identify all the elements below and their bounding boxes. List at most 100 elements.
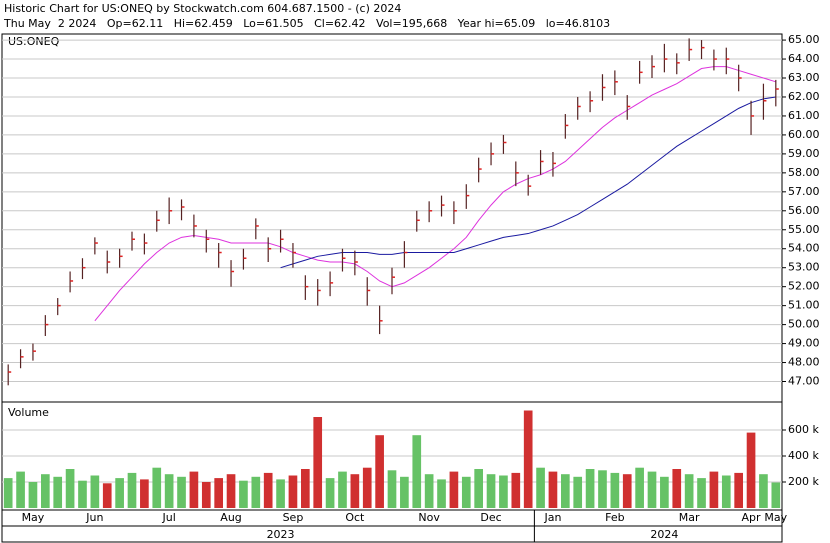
y-tick-label: 60.00 xyxy=(788,128,820,141)
volume-bar xyxy=(41,474,50,508)
volume-bar xyxy=(672,469,682,508)
volume-bar xyxy=(486,474,496,508)
y-tick-label: 58.00 xyxy=(788,166,820,179)
volume-bar xyxy=(610,472,620,508)
volume-bar xyxy=(301,469,310,508)
volume-bar xyxy=(16,471,25,508)
volume-bar xyxy=(288,475,298,508)
header-line: Thu May 2 2024 Op=62.11 Hi=62.459 Lo=61.… xyxy=(3,17,610,30)
volume-bar xyxy=(647,471,657,508)
x-tick-label: Jan xyxy=(543,511,561,524)
volume-bar xyxy=(573,476,583,508)
volume-bar xyxy=(585,469,595,508)
volume-bar xyxy=(375,435,384,508)
volume-bar xyxy=(412,435,422,508)
volume-bar xyxy=(474,469,483,508)
volume-bar xyxy=(635,467,644,508)
volume-bar xyxy=(771,482,781,508)
volume-bar xyxy=(189,471,199,508)
volume-bar xyxy=(461,476,471,508)
volume-label: Volume xyxy=(8,406,49,419)
y-tick-label: 59.00 xyxy=(788,147,820,160)
volume-bar xyxy=(338,471,347,508)
volume-bar xyxy=(424,474,434,508)
x-tick-label: Dec xyxy=(480,511,501,524)
moving-average xyxy=(280,96,776,269)
volume-bar xyxy=(759,474,768,508)
volume-bar xyxy=(276,479,285,508)
y-tick-label: 57.00 xyxy=(788,185,820,198)
year-label: 2023 xyxy=(267,528,295,541)
volume-bar xyxy=(523,410,533,508)
x-tick-label: Oct xyxy=(345,511,365,524)
volume-bar xyxy=(721,475,731,508)
volume-bar xyxy=(598,470,607,508)
y-tick-label: 49.00 xyxy=(788,337,820,350)
x-tick-label: Jun xyxy=(85,511,103,524)
y-tick-label: 50.00 xyxy=(788,318,820,331)
volume-bar xyxy=(3,478,13,508)
volume-bar xyxy=(536,467,545,508)
x-tick-label: May xyxy=(22,511,45,524)
volume-bar xyxy=(115,478,124,508)
volume-bar xyxy=(152,467,162,508)
y-tick-label: 200 k xyxy=(788,475,819,488)
volume-bar xyxy=(684,474,694,508)
y-tick-label: 62.00 xyxy=(788,90,820,103)
y-tick-label: 54.00 xyxy=(788,242,820,255)
y-tick-label: 63.00 xyxy=(788,71,820,84)
volume-bar xyxy=(127,472,137,508)
volume-bar xyxy=(697,478,706,508)
volume-bar xyxy=(511,472,521,508)
volume-bar xyxy=(622,474,632,508)
volume-bar xyxy=(239,480,248,508)
volume-bar xyxy=(734,472,743,508)
volume-bar xyxy=(362,467,372,508)
year-label: 2024 xyxy=(650,528,678,541)
volume-bar xyxy=(746,432,756,508)
volume-bar xyxy=(548,471,558,508)
volume-bar xyxy=(90,475,100,508)
volume-bar xyxy=(387,470,397,508)
y-tick-label: 400 k xyxy=(788,449,819,462)
x-tick-label: May xyxy=(764,511,787,524)
y-tick-label: 52.00 xyxy=(788,280,820,293)
y-tick-label: 65.00 xyxy=(788,33,820,46)
x-tick-label: Feb xyxy=(605,511,624,524)
volume-bar xyxy=(400,476,409,508)
y-tick-label: 47.00 xyxy=(788,375,820,388)
volume-bar xyxy=(709,471,719,508)
y-tick-label: 56.00 xyxy=(788,204,820,217)
y-tick-label: 600 k xyxy=(788,423,819,436)
header-line: Historic Chart for US:ONEQ by Stockwatch… xyxy=(4,2,401,15)
volume-bar xyxy=(102,483,112,508)
volume-bar xyxy=(313,417,323,508)
x-tick-label: Nov xyxy=(418,511,440,524)
y-tick-label: 48.00 xyxy=(788,356,820,369)
volume-bar xyxy=(660,476,669,508)
volume-bar xyxy=(350,474,360,508)
volume-bar xyxy=(214,478,223,508)
y-tick-label: 61.00 xyxy=(788,109,820,122)
symbol-label: US:ONEQ xyxy=(8,35,60,48)
y-tick-label: 55.00 xyxy=(788,223,820,236)
volume-bar xyxy=(78,480,87,508)
y-tick-label: 64.00 xyxy=(788,52,820,65)
x-tick-label: Jul xyxy=(162,511,176,524)
x-tick-label: Mar xyxy=(679,511,700,524)
volume-bar xyxy=(437,479,446,508)
volume-bar xyxy=(561,474,570,508)
y-tick-label: 51.00 xyxy=(788,299,820,312)
volume-bar xyxy=(449,471,459,508)
x-tick-label: Apr xyxy=(742,511,762,524)
x-tick-label: Aug xyxy=(220,511,241,524)
volume-bar xyxy=(263,472,273,508)
volume-bar xyxy=(226,474,236,508)
volume-bar xyxy=(499,475,508,508)
y-tick-label: 53.00 xyxy=(788,261,820,274)
volume-bar xyxy=(325,478,335,508)
volume-bar xyxy=(65,469,75,508)
volume-bar xyxy=(251,476,261,508)
volume-bar xyxy=(140,479,149,508)
